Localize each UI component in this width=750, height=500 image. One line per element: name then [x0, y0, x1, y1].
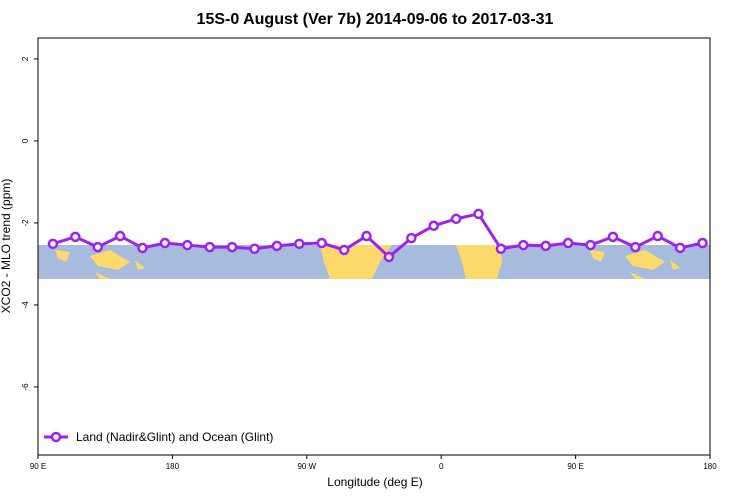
data-point [249, 243, 260, 255]
x-tick-label: 180 [703, 462, 717, 471]
x-tick-label: 90 E [30, 462, 46, 471]
x-tick-label: 90 E [567, 462, 583, 471]
data-point [450, 213, 462, 225]
data-point [406, 232, 417, 244]
map-band [38, 245, 710, 279]
data-point [585, 239, 596, 251]
y-tick-label: -6 [21, 383, 30, 391]
y-tick-label: -4 [21, 301, 30, 309]
x-tick-label: 0 [439, 462, 444, 471]
data-point [271, 240, 283, 252]
data-point [674, 242, 686, 254]
data-point [518, 239, 529, 251]
data-point [182, 239, 193, 251]
data-point [92, 241, 103, 253]
chart-title: 15S-0 August (Ver 7b) 2014-09-06 to 2017… [197, 11, 554, 28]
y-tick-label: 0 [21, 138, 30, 143]
data-point [294, 238, 305, 250]
data-point [697, 237, 708, 249]
y-axis-label: XCO2 - MLO trend (ppm) [0, 179, 13, 314]
data-point [361, 230, 372, 242]
data-point [159, 237, 171, 249]
data-point [204, 241, 215, 253]
data-point [226, 241, 238, 253]
data-point [316, 237, 327, 249]
data-point [338, 244, 350, 256]
y-tick-label: -2 [21, 219, 30, 227]
data-point [562, 237, 574, 249]
legend-marker [50, 431, 62, 443]
data-point [383, 251, 395, 263]
x-tick-label: 90 W [297, 462, 316, 471]
plot-frame [37, 37, 711, 456]
data-point [473, 208, 484, 220]
data-point [70, 231, 81, 243]
data-point [114, 230, 126, 242]
data-point [607, 231, 619, 243]
data-point [630, 241, 641, 253]
data-point [137, 242, 148, 254]
legend-label: Land (Nadir&Glint) and Ocean (Glint) [76, 430, 273, 444]
x-tick-label: 180 [166, 462, 180, 471]
data-point [428, 220, 439, 232]
data-point [47, 238, 59, 250]
data-point [652, 230, 663, 242]
data-point [495, 243, 507, 255]
data-point [540, 240, 551, 252]
y-tick-label: 2 [21, 56, 30, 61]
x-axis-label: Longitude (deg E) [327, 475, 422, 489]
